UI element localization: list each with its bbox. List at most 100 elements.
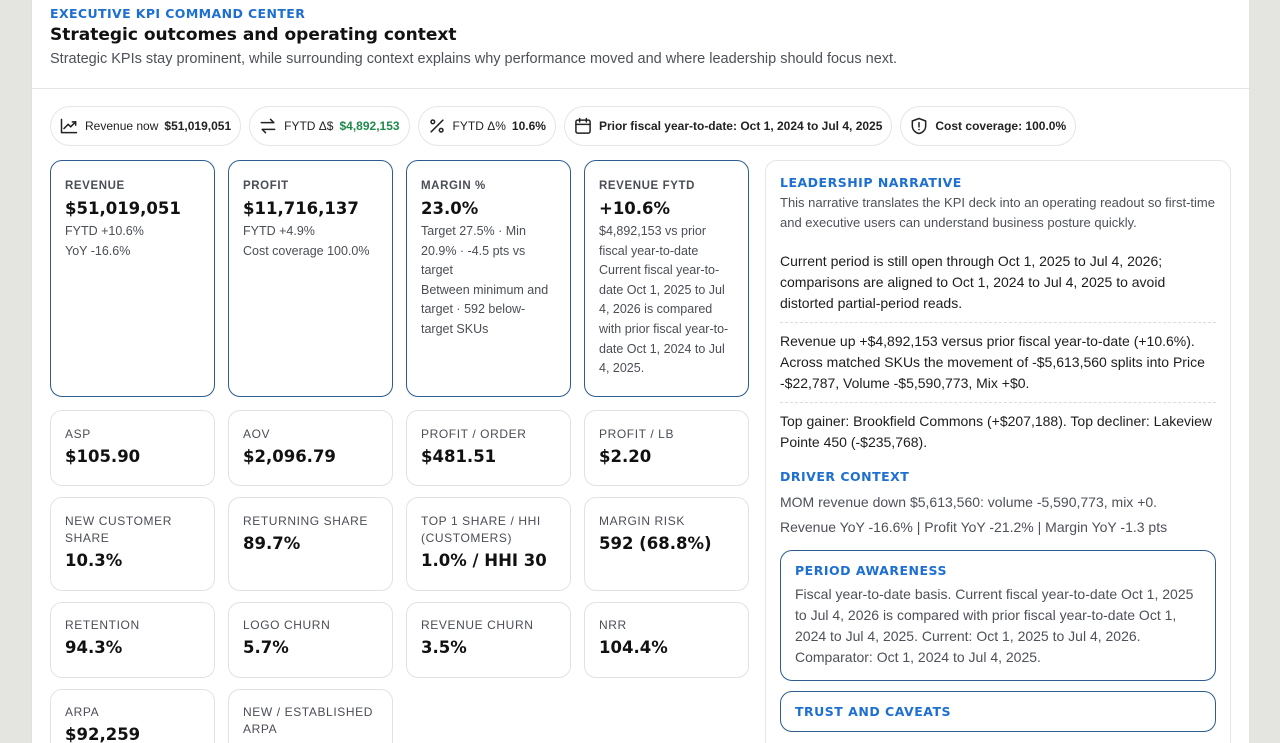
period-awareness-title: PERIOD AWARENESS: [795, 563, 947, 578]
kpi-detail: Cost coverage 100.0%: [243, 243, 370, 258]
chip-fytd-delta-value: $4,892,153: [339, 119, 400, 133]
metric-label: REVENUE CHURN: [421, 618, 534, 632]
kpi-label: REVENUE FYTD: [599, 180, 696, 192]
chip-fytd-pct[interactable]: FYTD Δ% 10.6%: [417, 106, 556, 146]
chip-fytd-pct-label: FYTD Δ%: [452, 119, 506, 133]
metric-label: PROFIT / ORDER: [421, 427, 527, 441]
chip-cost-coverage[interactable]: Cost coverage: 100.0%: [900, 106, 1077, 146]
percent-icon: [429, 119, 444, 133]
metric-label: PROFIT / LB: [599, 427, 675, 441]
kpi-detail: FYTD +4.9%: [243, 224, 315, 238]
metric-card-new-customer-share[interactable]: NEW CUSTOMER SHARE 10.3%: [50, 497, 215, 591]
narrative-paragraph: Revenue up +$4,892,153 versus prior fisc…: [780, 323, 1216, 403]
metric-value: 104.4%: [599, 638, 668, 657]
kpi-value: +10.6%: [599, 199, 671, 218]
metric-label: AOV: [243, 427, 271, 441]
page-subtitle: Strategic KPIs stay prominent, while sur…: [50, 51, 898, 67]
page-header: EXECUTIVE KPI COMMAND CENTER Strategic o…: [32, 0, 1249, 89]
metric-value: $92,259: [65, 725, 141, 743]
metric-value: 1.0% / HHI 30: [421, 551, 547, 570]
kpi-label: REVENUE: [65, 180, 125, 192]
kpi-value: $11,716,137: [243, 199, 359, 218]
metric-value: 5.7%: [243, 638, 289, 657]
metric-card-asp[interactable]: ASP $105.90: [50, 410, 215, 486]
metric-card-new-established-arpa[interactable]: NEW / ESTABLISHED ARPA: [228, 689, 393, 743]
chip-revenue-label: Revenue now: [85, 119, 159, 133]
page-title: Strategic outcomes and operating context: [50, 25, 457, 45]
chip-prior-period[interactable]: Prior fiscal year-to-date: Oct 1, 2024 t…: [563, 106, 893, 146]
metric-value: $105.90: [65, 447, 141, 466]
metric-label: NEW CUSTOMER SHARE: [65, 514, 172, 545]
kpi-detail: $4,892,153 vs prior fiscal year-to-date: [599, 224, 707, 258]
kpi-detail: Between minimum and target · 592 below-t…: [421, 282, 549, 336]
metric-label: LOGO CHURN: [243, 618, 331, 632]
metric-label: ARPA: [65, 705, 100, 719]
chip-fytd-delta[interactable]: FYTD Δ$ $4,892,153: [249, 106, 410, 146]
shield-alert-icon: [911, 117, 927, 135]
kpi-detail: YoY -16.6%: [65, 243, 131, 258]
kpi-value: 23.0%: [421, 199, 479, 218]
metric-label: RETENTION: [65, 618, 140, 632]
driver-line: MOM revenue down $5,613,560: volume -5,5…: [780, 494, 1158, 510]
kpi-value: $51,019,051: [65, 199, 181, 218]
kpi-card-revenue[interactable]: REVENUE $51,019,051 FYTD +10.6% YoY -16.…: [50, 160, 215, 397]
narrative-paragraph: Current period is still open through Oct…: [780, 243, 1216, 323]
narrative-paragraph: Top gainer: Brookfield Commons (+$207,18…: [780, 413, 1213, 450]
metric-value: 94.3%: [65, 638, 123, 657]
kpi-card-margin[interactable]: MARGIN % 23.0% Target 27.5% · Min 20.9% …: [406, 160, 571, 397]
metric-label: ASP: [65, 427, 91, 441]
summary-chips: Revenue now $51,019,051 FYTD Δ$ $4,892,1…: [50, 106, 1077, 146]
kpi-card-revenue-fytd[interactable]: REVENUE FYTD +10.6% $4,892,153 vs prior …: [584, 160, 749, 397]
driver-line: Revenue YoY -16.6% | Profit YoY -21.2% |…: [780, 519, 1168, 535]
trust-caveats-box: TRUST AND CAVEATS: [780, 691, 1216, 732]
narrative-paragraphs: Current period is still open through Oct…: [780, 243, 1216, 461]
metric-value: 10.3%: [65, 551, 123, 570]
metric-value: $2,096.79: [243, 447, 336, 466]
chip-prior-period-text: Prior fiscal year-to-date: Oct 1, 2024 t…: [598, 119, 883, 133]
kpi-detail: FYTD +10.6%: [65, 224, 144, 238]
driver-context-title: DRIVER CONTEXT: [780, 469, 910, 484]
chip-revenue-now[interactable]: Revenue now $51,019,051: [50, 106, 242, 146]
kpi-command-center: EXECUTIVE KPI COMMAND CENTER Strategic o…: [32, 0, 1249, 743]
chip-revenue-value: $51,019,051: [164, 119, 232, 133]
kpi-detail: Current fiscal year-to-date Oct 1, 2025 …: [599, 263, 729, 376]
page-eyebrow: EXECUTIVE KPI COMMAND CENTER: [50, 6, 306, 21]
metric-card-top1-share-hhi[interactable]: TOP 1 SHARE / HHI (CUSTOMERS) 1.0% / HHI…: [406, 497, 571, 591]
metric-card-logo-churn[interactable]: LOGO CHURN 5.7%: [228, 602, 393, 678]
kpi-card-profit[interactable]: PROFIT $11,716,137 FYTD +4.9% Cost cover…: [228, 160, 393, 397]
metric-card-margin-risk[interactable]: MARGIN RISK 592 (68.8%): [584, 497, 749, 591]
chip-cost-coverage-text: Cost coverage: 100.0%: [935, 119, 1067, 133]
metric-card-nrr[interactable]: NRR 104.4%: [584, 602, 749, 678]
metric-value: $2.20: [599, 447, 652, 466]
metric-label: TOP 1 SHARE / HHI (CUSTOMERS): [421, 514, 541, 545]
metric-label: MARGIN RISK: [599, 514, 685, 528]
metric-card-arpa[interactable]: ARPA $92,259: [50, 689, 215, 743]
trust-caveats-title: TRUST AND CAVEATS: [795, 704, 951, 719]
kpi-detail: Target 27.5% · Min 20.9% · -4.5 pts vs t…: [421, 224, 526, 278]
metric-value: 89.7%: [243, 534, 301, 553]
kpi-label: MARGIN %: [421, 180, 486, 192]
metric-value: 592 (68.8%): [599, 534, 712, 553]
narrative-intro: This narrative translates the KPI deck i…: [780, 195, 1215, 230]
metric-card-revenue-churn[interactable]: REVENUE CHURN 3.5%: [406, 602, 571, 678]
metric-value: 3.5%: [421, 638, 467, 657]
metric-card-retention[interactable]: RETENTION 94.3%: [50, 602, 215, 678]
narrative-panel: LEADERSHIP NARRATIVE This narrative tran…: [765, 160, 1231, 743]
metric-card-aov[interactable]: AOV $2,096.79: [228, 410, 393, 486]
calendar-icon: [575, 117, 591, 134]
swap-arrows-icon: [260, 118, 276, 134]
chip-fytd-pct-value: 10.6%: [511, 119, 546, 133]
metric-card-returning-share[interactable]: RETURNING SHARE 89.7%: [228, 497, 393, 591]
period-awareness-text: Fiscal year-to-date basis. Current fisca…: [795, 586, 1194, 665]
metric-value: $481.51: [421, 447, 497, 466]
metric-label: NRR: [599, 618, 627, 632]
period-awareness-box: PERIOD AWARENESS Fiscal year-to-date bas…: [780, 550, 1216, 681]
chip-fytd-delta-label: FYTD Δ$: [284, 119, 334, 133]
metric-card-profit-per-order[interactable]: PROFIT / ORDER $481.51: [406, 410, 571, 486]
kpi-label: PROFIT: [243, 180, 289, 192]
metric-card-profit-per-lb[interactable]: PROFIT / LB $2.20: [584, 410, 749, 486]
metric-label: RETURNING SHARE: [243, 514, 369, 528]
metric-label: NEW / ESTABLISHED ARPA: [243, 705, 374, 736]
trend-up-icon: [60, 118, 78, 134]
leadership-narrative-title: LEADERSHIP NARRATIVE: [780, 175, 962, 190]
